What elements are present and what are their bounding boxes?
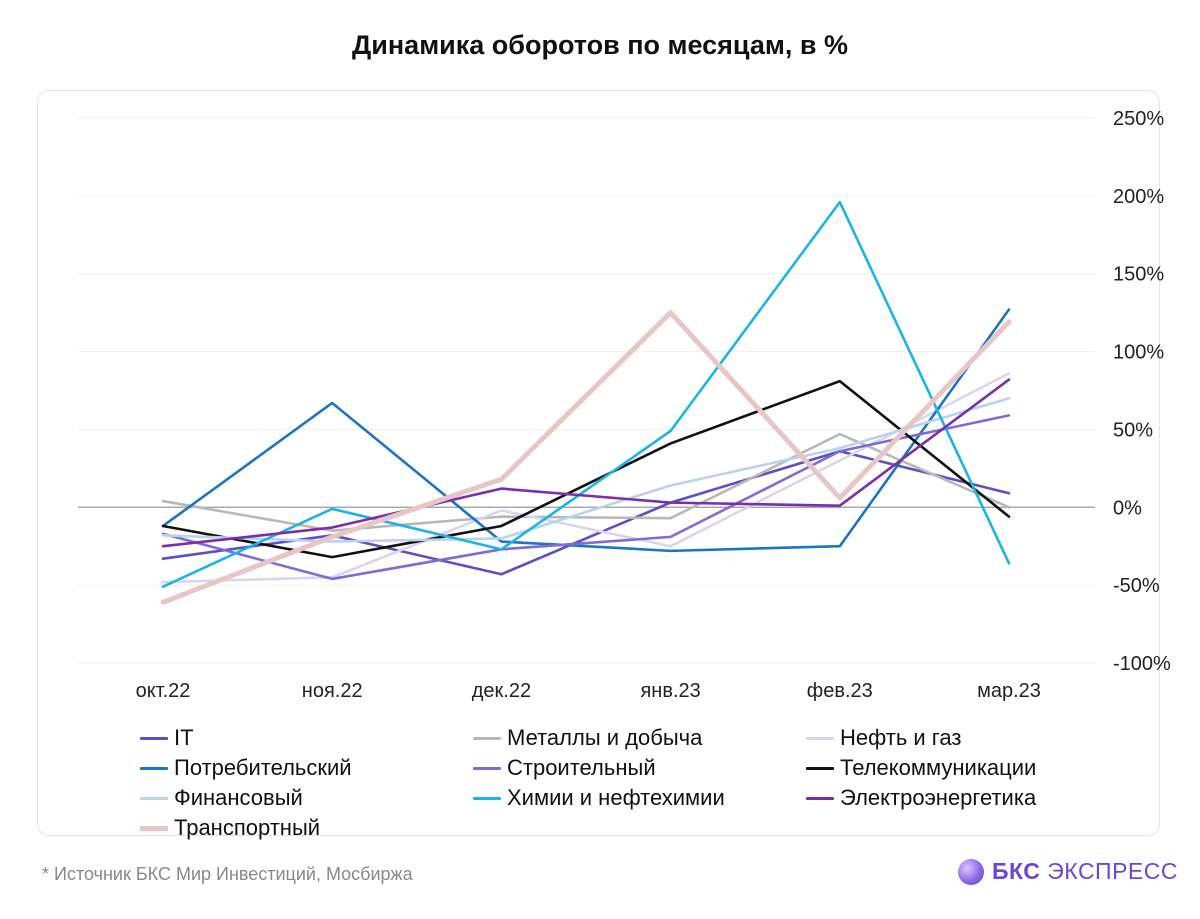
legend-item: Финансовый	[140, 783, 303, 813]
x-tick-label: окт.22	[136, 680, 191, 702]
legend-item: Телекоммуникации	[806, 753, 1036, 783]
legend-swatch	[140, 766, 168, 770]
y-tick-label: 250%	[1113, 108, 1164, 130]
series-line-4	[161, 414, 1011, 581]
y-axis-ticks: 250% 200% 150% 100% 50% 0% -50% -100%	[1113, 108, 1171, 675]
legend-swatch	[473, 796, 501, 800]
legend-item: IT	[140, 723, 194, 753]
legend-swatch	[140, 825, 168, 831]
series-line-3	[161, 308, 1011, 553]
legend-item: Строительный	[473, 753, 656, 783]
legend-label: Телекоммуникации	[840, 755, 1037, 780]
brand-logo: БКС ЭКСПРЕСС	[958, 858, 1178, 885]
legend-label: Потребительский	[174, 755, 352, 780]
chart-title: Динамика оборотов по месяцам, в %	[352, 30, 848, 60]
legend-item: Транспортный	[140, 813, 320, 843]
x-tick-label: ноя.22	[302, 680, 363, 702]
series-line-1	[161, 432, 1011, 532]
series-layer	[160, 200, 1012, 605]
x-tick-label: янв.23	[640, 680, 700, 702]
legend-item: Электроэнергетика	[806, 783, 1036, 813]
legend-swatch	[140, 736, 168, 740]
legend-swatch	[806, 736, 834, 740]
legend-swatch	[806, 766, 834, 770]
y-tick-label: 150%	[1113, 264, 1164, 286]
legend-item: Химии и нефтехимии	[473, 783, 725, 813]
legend-swatch	[473, 766, 501, 770]
y-tick-label: 100%	[1113, 342, 1164, 364]
legend-swatch	[806, 796, 834, 800]
legend-label: IT	[174, 725, 194, 750]
source-footnote: * Источник БКС Мир Инвестиций, Мосбиржа	[42, 864, 413, 884]
legend-label: Транспортный	[174, 815, 321, 840]
series-line-9	[160, 310, 1012, 605]
legend-item: Потребительский	[140, 753, 352, 783]
legend-swatch	[140, 796, 168, 800]
brand-name-strong: БКС	[992, 858, 1041, 884]
legend-label: Нефть и газ	[840, 725, 962, 750]
x-tick-label: дек.22	[472, 680, 531, 702]
y-tick-label: -100%	[1113, 653, 1171, 675]
x-tick-label: мар.23	[977, 680, 1041, 702]
series-line-6	[161, 396, 1011, 543]
brand-name-rest: ЭКСПРЕСС	[1040, 858, 1178, 884]
series-line-5	[161, 379, 1011, 559]
grid-layer	[78, 117, 1095, 664]
legend-swatch	[473, 736, 501, 740]
series-line-8	[161, 378, 1011, 548]
y-tick-label: 0%	[1113, 497, 1142, 519]
x-axis-ticks: окт.22 ноя.22 дек.22 янв.23 фев.23 мар.23	[136, 680, 1041, 702]
brand-sphere-icon	[958, 858, 984, 885]
legend-label: Электроэнергетика	[840, 785, 1037, 810]
x-tick-label: фев.23	[807, 680, 873, 702]
brand-name: БКС ЭКСПРЕСС	[992, 858, 1178, 885]
legend-label: Химии и нефтехимии	[507, 785, 725, 810]
y-tick-label: 50%	[1113, 419, 1153, 441]
legend-label: Строительный	[507, 755, 656, 780]
legend-item: Металлы и добыча	[473, 723, 702, 753]
series-line-7	[161, 200, 1011, 589]
legend-item: Нефть и газ	[806, 723, 961, 753]
y-tick-label: 200%	[1113, 186, 1164, 208]
y-tick-label: -50%	[1113, 575, 1160, 597]
legend-label: Металлы и добыча	[507, 725, 703, 750]
legend-label: Финансовый	[174, 785, 303, 810]
chart-card	[37, 90, 1160, 836]
